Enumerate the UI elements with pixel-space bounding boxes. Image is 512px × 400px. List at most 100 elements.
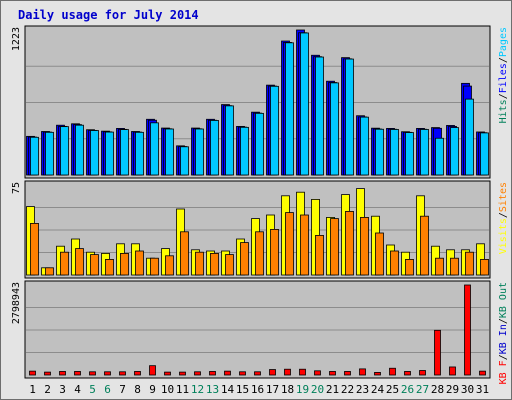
legend-visits-sites: Visits/Sites <box>498 182 509 254</box>
y-max-label: 75 <box>11 182 22 194</box>
bar-sites-day-29 <box>450 257 459 276</box>
bar-kb-f-day-1 <box>29 370 36 376</box>
bar-kb-f-day-26 <box>404 371 411 376</box>
legend-item: / <box>498 93 509 99</box>
day-label: 1 <box>29 383 36 396</box>
bar-kb-f-day-19 <box>299 368 306 376</box>
day-label: 25 <box>386 383 399 396</box>
legend-kb: KB F/KB In/KB Out <box>498 282 509 384</box>
day-label: 4 <box>74 383 81 396</box>
day-label: 23 <box>356 383 369 396</box>
bar-pages-day-15 <box>240 126 249 176</box>
legend-item: Sites <box>498 182 509 212</box>
day-label: 21 <box>326 383 339 396</box>
bar-pages-day-10 <box>165 128 174 176</box>
bar-kb-f-day-27 <box>419 370 426 376</box>
bar-sites-day-19 <box>300 214 309 276</box>
bar-kb-f-day-5 <box>89 371 96 376</box>
bar-sites-day-30 <box>465 251 474 276</box>
bar-kb-f-day-11 <box>179 371 186 376</box>
bar-sites-day-6 <box>105 258 114 276</box>
bar-sites-day-24 <box>375 232 384 276</box>
day-label: 7 <box>119 383 126 396</box>
bar-sites-day-2 <box>45 267 54 276</box>
bar-pages-day-21 <box>330 82 339 176</box>
day-label: 26 <box>401 383 414 396</box>
bar-sites-day-18 <box>285 212 294 276</box>
bar-pages-day-16 <box>255 112 264 176</box>
bar-sites-day-15 <box>240 242 249 276</box>
bar-sites-day-9 <box>150 257 159 276</box>
bar-kb-f-day-2 <box>44 371 51 376</box>
day-label: 12 <box>191 383 204 396</box>
day-label: 30 <box>461 383 474 396</box>
day-label: 5 <box>89 383 96 396</box>
bar-sites-day-28 <box>435 257 444 276</box>
bar-sites-day-27 <box>420 215 429 276</box>
bar-pages-day-18 <box>285 42 294 176</box>
legend-item: KB Out <box>498 282 509 318</box>
bar-kb-f-day-25 <box>389 367 396 376</box>
legend-item: KB In <box>498 324 509 354</box>
bar-sites-day-5 <box>90 254 99 276</box>
bar-pages-day-25 <box>390 129 399 176</box>
day-label: 28 <box>431 383 444 396</box>
bar-sites-day-7 <box>120 252 129 276</box>
bar-sites-day-14 <box>225 254 234 276</box>
bar-pages-day-27 <box>420 129 429 176</box>
bar-pages-day-3 <box>60 126 69 176</box>
bar-sites-day-10 <box>165 255 174 276</box>
bar-pages-day-6 <box>105 131 114 176</box>
bar-kb-f-day-16 <box>254 371 261 376</box>
day-label: 27 <box>416 383 429 396</box>
bar-kb-f-day-22 <box>344 371 351 376</box>
day-label: 24 <box>371 383 385 396</box>
legend-item: KB F <box>498 360 509 384</box>
day-label: 16 <box>251 383 264 396</box>
bar-kb-f-day-30 <box>464 284 471 376</box>
day-label: 31 <box>476 383 489 396</box>
bar-sites-day-22 <box>345 210 354 276</box>
bar-sites-day-11 <box>180 231 189 276</box>
day-label: 19 <box>296 383 309 396</box>
bar-kb-f-day-12 <box>194 371 201 376</box>
bar-kb-f-day-10 <box>164 371 171 376</box>
legend-item: Files <box>498 63 509 93</box>
day-label: 11 <box>176 383 189 396</box>
day-label: 14 <box>221 383 235 396</box>
bar-kb-f-day-24 <box>374 372 381 376</box>
chart-title: Daily usage for July 2014 <box>18 8 199 22</box>
bar-sites-day-17 <box>270 228 279 276</box>
bar-pages-day-12 <box>195 128 204 176</box>
bar-sites-day-8 <box>135 250 144 276</box>
bar-pages-day-29 <box>450 127 459 176</box>
y-max-label: 1223 <box>11 27 22 51</box>
bar-kb-f-day-3 <box>59 371 66 376</box>
bar-pages-day-17 <box>270 85 279 176</box>
bar-sites-day-13 <box>210 252 219 276</box>
bar-kb-f-day-13 <box>209 371 216 376</box>
bar-pages-day-20 <box>315 56 324 176</box>
bar-pages-day-26 <box>405 132 414 176</box>
day-label: 17 <box>266 383 279 396</box>
bar-kb-f-day-7 <box>119 371 126 376</box>
bar-kb-f-day-21 <box>329 371 336 376</box>
legend-item: / <box>498 57 509 63</box>
bar-kb-f-day-9 <box>149 365 156 376</box>
bar-pages-day-8 <box>135 131 144 176</box>
bar-sites-day-20 <box>315 234 324 276</box>
day-label: 3 <box>59 383 66 396</box>
bar-kb-f-day-8 <box>134 371 141 376</box>
bar-pages-day-22 <box>345 58 354 176</box>
bar-sites-day-12 <box>195 251 204 276</box>
bar-sites-day-16 <box>255 231 264 276</box>
day-label: 18 <box>281 383 294 396</box>
bar-sites-day-3 <box>60 251 69 276</box>
bar-pages-day-11 <box>180 146 189 176</box>
day-label: 8 <box>134 383 141 396</box>
bar-pages-day-7 <box>120 129 129 176</box>
bar-sites-day-31 <box>480 258 489 276</box>
day-label: 15 <box>236 383 249 396</box>
bar-sites-day-25 <box>390 250 399 276</box>
